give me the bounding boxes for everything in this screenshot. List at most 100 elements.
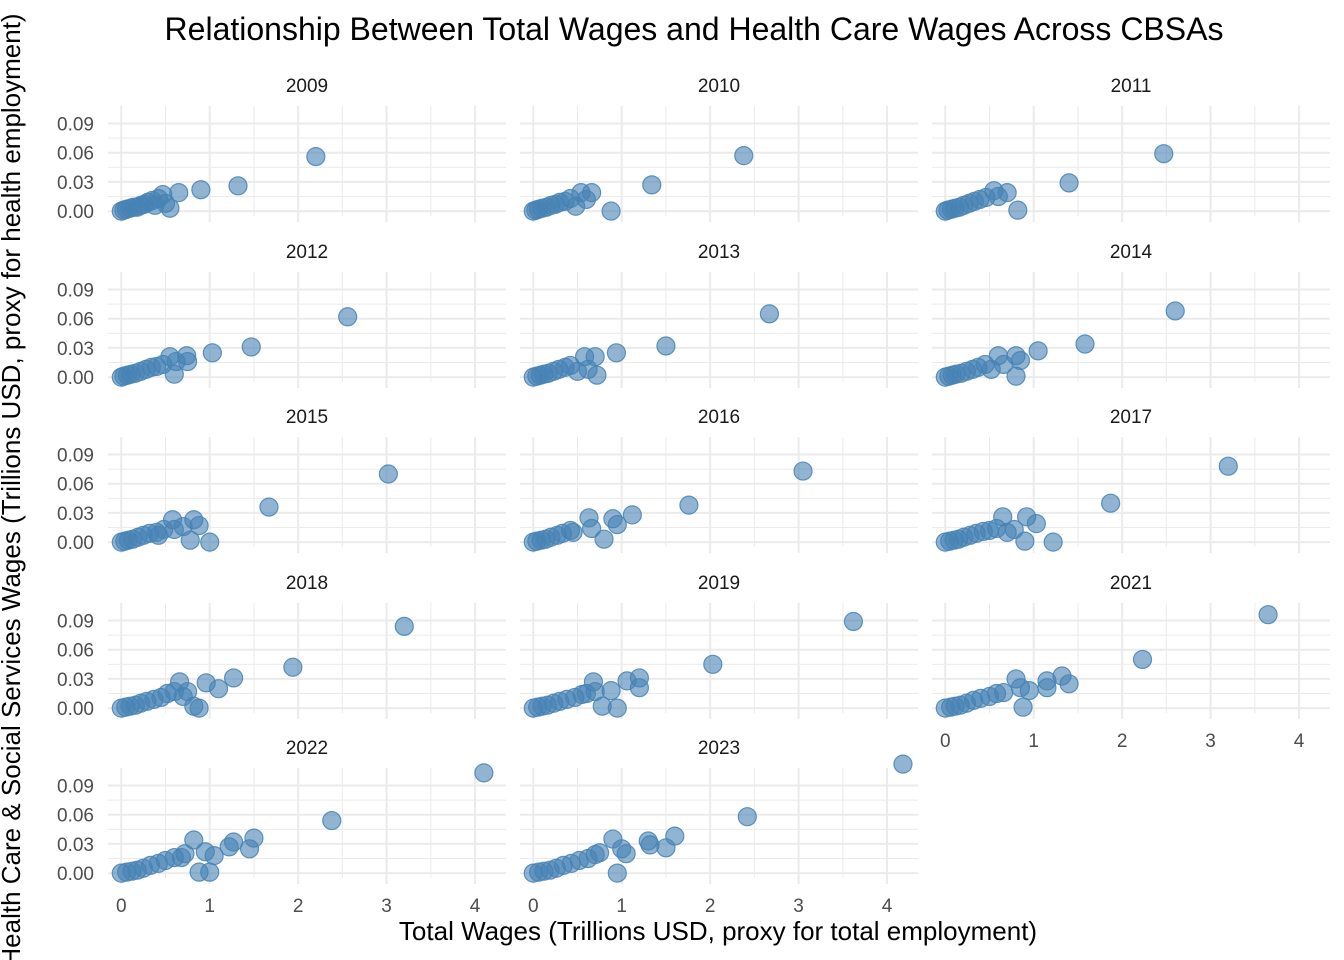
data-point xyxy=(204,846,224,866)
data-point xyxy=(1132,649,1153,670)
data-point xyxy=(582,183,602,203)
facet-panel-2023: 2023 0 1 2 3 4 xyxy=(520,738,918,917)
x-tick-label: 3 xyxy=(381,896,392,917)
facet-panel-2021: 2021 0 1 2 3 4 xyxy=(932,573,1330,752)
facet-panel-2016: 2016 xyxy=(520,407,918,553)
data-point xyxy=(169,183,189,203)
data-point xyxy=(734,146,754,166)
facet-panel-2011: 2011 xyxy=(932,76,1330,222)
data-point xyxy=(1043,532,1063,552)
data-point xyxy=(1059,173,1079,193)
x-tick-label: 2 xyxy=(1117,731,1128,752)
data-point xyxy=(622,505,642,525)
data-point xyxy=(1026,514,1046,534)
data-point xyxy=(1218,456,1238,476)
x-tick-label: 0 xyxy=(940,731,951,752)
data-point xyxy=(223,832,244,852)
y-tick-label: 0.00 xyxy=(57,699,94,720)
data-point xyxy=(665,826,685,846)
facet-strip-label: 2010 xyxy=(698,76,740,97)
data-point xyxy=(191,180,211,200)
data-point xyxy=(474,763,494,783)
data-point xyxy=(606,343,627,363)
data-point xyxy=(589,843,610,863)
data-point xyxy=(200,532,220,552)
data-point xyxy=(563,522,583,542)
y-tick-label: 0.06 xyxy=(57,475,94,496)
data-point xyxy=(640,835,660,855)
x-tick-label: 2 xyxy=(705,896,716,917)
facet-strip-label: 2014 xyxy=(1110,242,1153,263)
facet-strip-label: 2013 xyxy=(698,242,740,263)
chart-title: Relationship Between Total Wages and Hea… xyxy=(165,11,1224,47)
data-point xyxy=(208,679,229,699)
data-point xyxy=(1059,674,1079,694)
facet-strip-label: 2012 xyxy=(286,242,328,263)
data-point xyxy=(843,611,864,632)
data-point xyxy=(656,336,676,356)
facet-strip-label: 2011 xyxy=(1111,76,1152,97)
facet-panel-2022: 2022 0.00 0.03 0.06 0.09 0 1 2 3 4 xyxy=(57,738,506,917)
y-tick-label: 0.03 xyxy=(57,173,94,194)
data-point xyxy=(587,365,607,385)
data-point xyxy=(582,518,602,539)
data-point xyxy=(601,681,621,701)
facet-panel-2014: 2014 xyxy=(932,242,1330,388)
data-point xyxy=(1154,144,1174,164)
data-point xyxy=(259,497,279,517)
facet-strip-label: 2018 xyxy=(286,573,328,594)
data-point xyxy=(616,844,636,864)
data-point xyxy=(793,461,813,481)
y-tick-label: 0.06 xyxy=(57,641,94,662)
facet-panel-2012: 2012 0.00 0.03 0.06 0.09 xyxy=(57,242,506,389)
y-tick-label: 0.03 xyxy=(57,339,94,360)
data-point xyxy=(997,183,1017,203)
data-point xyxy=(642,175,662,195)
data-point xyxy=(160,198,180,218)
x-tick-label: 4 xyxy=(1294,731,1305,752)
data-point xyxy=(189,515,209,536)
facet-panel-2015: 2015 0.00 0.03 0.06 0.09 xyxy=(57,407,506,554)
x-tick-label: 4 xyxy=(470,896,481,917)
facet-strip-label: 2016 xyxy=(698,407,740,428)
data-point xyxy=(679,495,699,515)
data-point xyxy=(306,147,326,167)
y-tick-label: 0.09 xyxy=(57,612,94,633)
x-axis-title: Total Wages (Trillions USD, proxy for to… xyxy=(399,916,1037,946)
facet-strip-label: 2017 xyxy=(1110,407,1152,428)
facet-strip-label: 2019 xyxy=(698,573,740,594)
data-point xyxy=(1037,678,1057,698)
data-point xyxy=(241,337,261,357)
y-tick-label: 0.09 xyxy=(57,281,94,302)
y-tick-label: 0.00 xyxy=(57,368,94,389)
data-point xyxy=(893,754,913,774)
facet-panel-2019: 2019 xyxy=(520,573,918,719)
data-point xyxy=(1008,200,1028,220)
data-point xyxy=(1075,334,1095,354)
data-point xyxy=(1010,350,1031,371)
facet-panel-2017: 2017 xyxy=(932,407,1330,553)
y-axis-title: Health Care & Social Services Wages (Tri… xyxy=(0,13,26,960)
x-tick-label: 1 xyxy=(204,896,215,917)
facet-strip-label: 2015 xyxy=(286,407,328,428)
data-point xyxy=(189,698,209,718)
data-point xyxy=(607,515,627,535)
data-point xyxy=(283,657,303,677)
y-tick-label: 0.00 xyxy=(57,533,94,554)
data-point xyxy=(703,654,723,674)
data-point xyxy=(1019,681,1039,701)
x-tick-label: 1 xyxy=(616,896,627,917)
data-point xyxy=(629,678,650,698)
data-point xyxy=(1028,341,1048,361)
data-point xyxy=(607,863,627,883)
y-tick-label: 0.09 xyxy=(57,446,94,467)
facet-panel-2013: 2013 xyxy=(520,242,918,388)
data-point xyxy=(585,347,605,367)
y-tick-label: 0.03 xyxy=(57,835,94,856)
y-tick-label: 0.06 xyxy=(57,806,94,827)
data-point xyxy=(322,810,342,831)
data-point xyxy=(759,304,780,324)
x-tick-label: 1 xyxy=(1028,731,1039,752)
